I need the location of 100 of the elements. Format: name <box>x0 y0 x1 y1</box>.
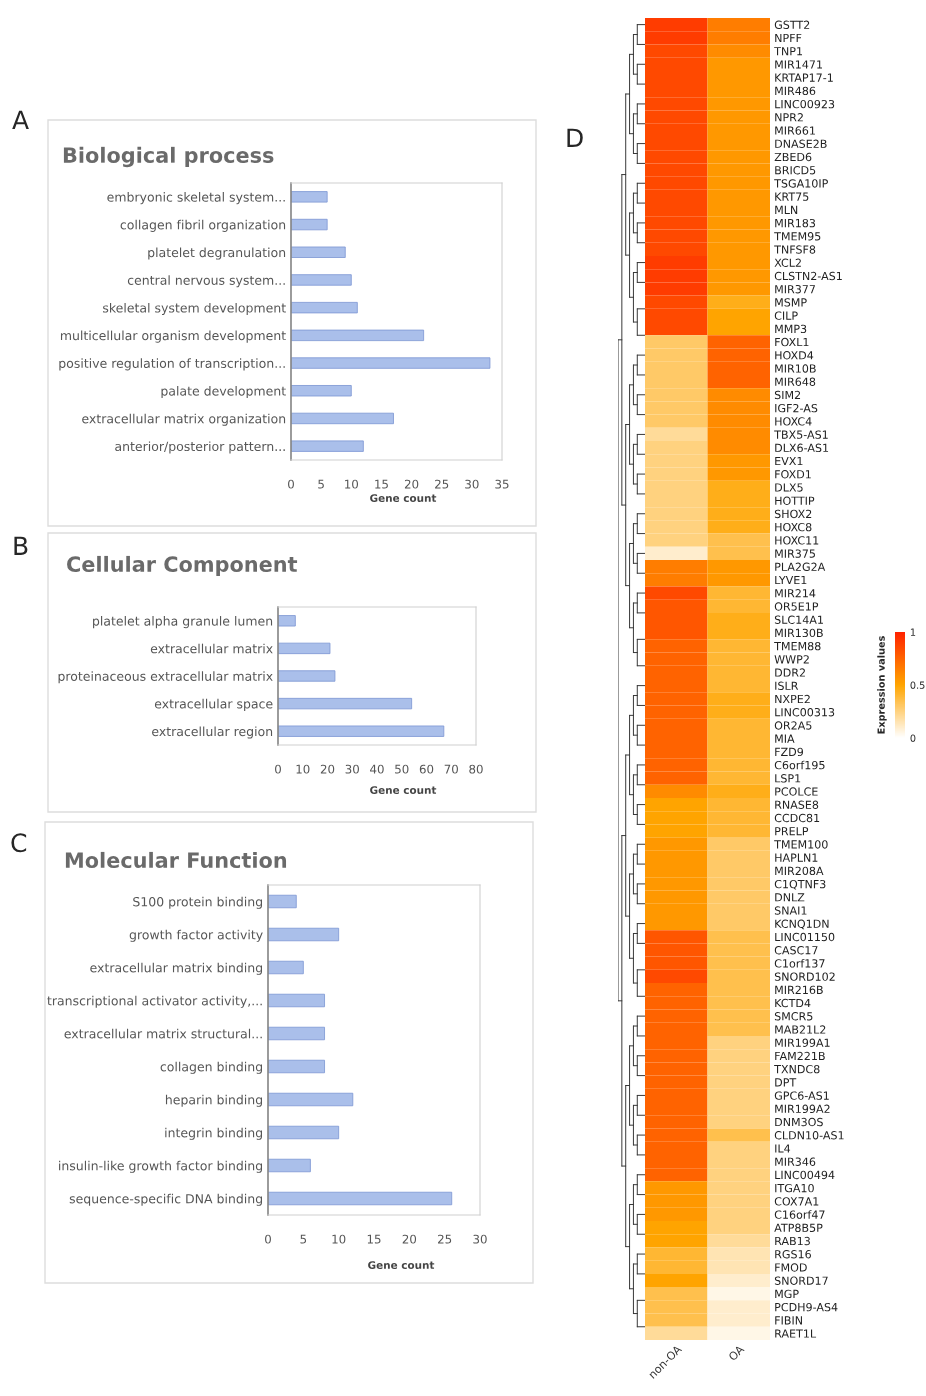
bar <box>268 993 325 1008</box>
y-tick-label: MIR214 <box>775 589 816 598</box>
y-tick-label: BRICD5 <box>775 166 816 175</box>
y-tick-label: platelet degranulation <box>148 247 286 260</box>
x-tick-label: 30 <box>473 1234 487 1244</box>
y-tick-label: RAET1L <box>775 1329 817 1338</box>
y-tick-label: TXNDC8 <box>774 1064 820 1074</box>
y-tick-label: growth factor activity <box>129 929 263 942</box>
bar <box>291 218 328 231</box>
y-tick-label: SLC14A1 <box>774 615 823 624</box>
x-tick-label: 15 <box>375 479 388 489</box>
y-tick-label: MMP3 <box>775 324 807 334</box>
x-axis-title: Gene count <box>368 1261 435 1270</box>
x-tick-label: 15 <box>367 1234 381 1244</box>
y-tick-label: integrin binding <box>165 1127 262 1140</box>
y-tick-label: KCNQ1DN <box>775 919 829 930</box>
y-tick-label: PRELP <box>775 827 809 836</box>
y-tick-label: PLA2G2A <box>775 562 826 572</box>
x-tick-label: 20 <box>402 1234 417 1244</box>
bar <box>268 1191 453 1206</box>
y-tick-label: LINC00313 <box>775 708 835 717</box>
y-tick-label: PCOLCE <box>775 787 818 796</box>
y-tick-label: TMEM100 <box>774 840 828 849</box>
y-tick-label: DPT <box>775 1078 797 1087</box>
color-bar-label: 0.5 <box>910 681 925 689</box>
bar <box>268 1026 325 1041</box>
y-tick-label: HOXC11 <box>775 536 819 545</box>
y-tick-label: proteinaceous extracellular matrix <box>58 671 273 684</box>
y-tick-label: TBX5-AS1 <box>774 430 828 439</box>
text: D <box>567 128 583 147</box>
x-tick-label: 25 <box>438 1234 452 1244</box>
color-bar-label: 0 <box>910 734 916 742</box>
bar <box>268 894 297 909</box>
y-tick-label: ZBED6 <box>774 152 812 162</box>
bar <box>291 385 352 397</box>
y-tick-label: platelet alpha granule lumen <box>93 616 273 629</box>
y-tick-label: TMEM88 <box>774 641 821 651</box>
y-tick-label: MLN <box>775 205 798 214</box>
x-tick-label: 20 <box>404 479 419 489</box>
y-tick-label: MIR10B <box>775 364 816 373</box>
bar <box>291 357 491 369</box>
y-tick-label: MIR130B <box>775 628 823 638</box>
y-tick-label: MAB21L2 <box>775 1025 826 1034</box>
y-tick-label: IGF2-AS <box>775 403 818 413</box>
y-tick-label: MIR648 <box>775 377 816 386</box>
x-tick-label: 60 <box>419 764 434 774</box>
y-tick-label: MIA <box>775 734 795 743</box>
bar <box>291 191 328 203</box>
y-tick-label: OR5E1P <box>774 602 819 611</box>
y-tick-label: C16orf47 <box>774 1210 825 1219</box>
y-tick-label: WWP2 <box>774 655 809 664</box>
bar <box>278 697 413 710</box>
chart-title: Biological process <box>63 146 274 168</box>
y-tick-label: MIR375 <box>775 549 815 558</box>
y-tick-label: SMCR5 <box>774 1012 813 1021</box>
y-tick-label: extracellular region <box>152 726 273 739</box>
chart-title: Molecular Function <box>65 851 287 869</box>
y-tick-label: MIR1471 <box>775 60 822 69</box>
y-tick-label: C6orf195 <box>774 760 825 770</box>
bar <box>268 1059 325 1074</box>
x-tick-label: 10 <box>296 764 310 774</box>
y-tick-label: extracellular matrix organization <box>82 413 286 426</box>
x-tick-label: 50 <box>395 764 409 774</box>
bar <box>268 1125 340 1140</box>
y-tick-label: SHOX2 <box>774 509 812 519</box>
y-tick-label: extracellular matrix binding <box>90 962 262 975</box>
x-tick-label: 40 <box>370 764 384 774</box>
text: B <box>14 536 28 555</box>
y-tick-label: MIR199A2 <box>775 1104 830 1114</box>
y-tick-label: transcriptional activator activity,... <box>47 995 262 1008</box>
y-tick-label: HOTTIP <box>775 496 815 505</box>
y-tick-label: TNP1 <box>774 47 803 56</box>
bar <box>278 615 296 627</box>
y-tick-label: collagen binding <box>160 1061 262 1074</box>
x-tick-label: 25 <box>435 479 449 489</box>
y-tick-label: OR2A5 <box>774 721 812 730</box>
bar <box>291 274 352 286</box>
y-tick-label: HOXC4 <box>775 417 812 426</box>
bar <box>268 1092 354 1107</box>
y-tick-label: FIBIN <box>775 1316 802 1325</box>
y-tick-label: heparin binding <box>165 1094 262 1107</box>
color-bar-title: Expression values <box>877 636 887 734</box>
y-tick-label: extracellular space <box>154 698 273 711</box>
y-tick-label: S100 protein binding <box>133 896 262 909</box>
y-tick-label: MIR216B <box>775 985 823 995</box>
x-tick-label: 0 <box>275 764 281 774</box>
y-tick-label: MIR486 <box>775 86 816 96</box>
y-tick-label: IL4 <box>775 1144 791 1153</box>
y-tick-label: palate development <box>161 386 286 399</box>
y-tick-label: MGP <box>775 1289 799 1299</box>
bar <box>278 725 445 737</box>
y-tick-label: DDR2 <box>775 668 805 677</box>
y-tick-label: RNASE8 <box>775 800 819 809</box>
y-tick-label: NPR2 <box>775 113 803 122</box>
y-tick-label: LINC01150 <box>775 932 835 942</box>
y-tick-label: KCTD4 <box>775 998 811 1008</box>
y-tick-label: LINC00923 <box>775 99 835 109</box>
y-tick-label: extracellular matrix <box>150 643 273 654</box>
bar <box>291 440 364 452</box>
y-tick-label: central nervous system... <box>127 275 285 288</box>
